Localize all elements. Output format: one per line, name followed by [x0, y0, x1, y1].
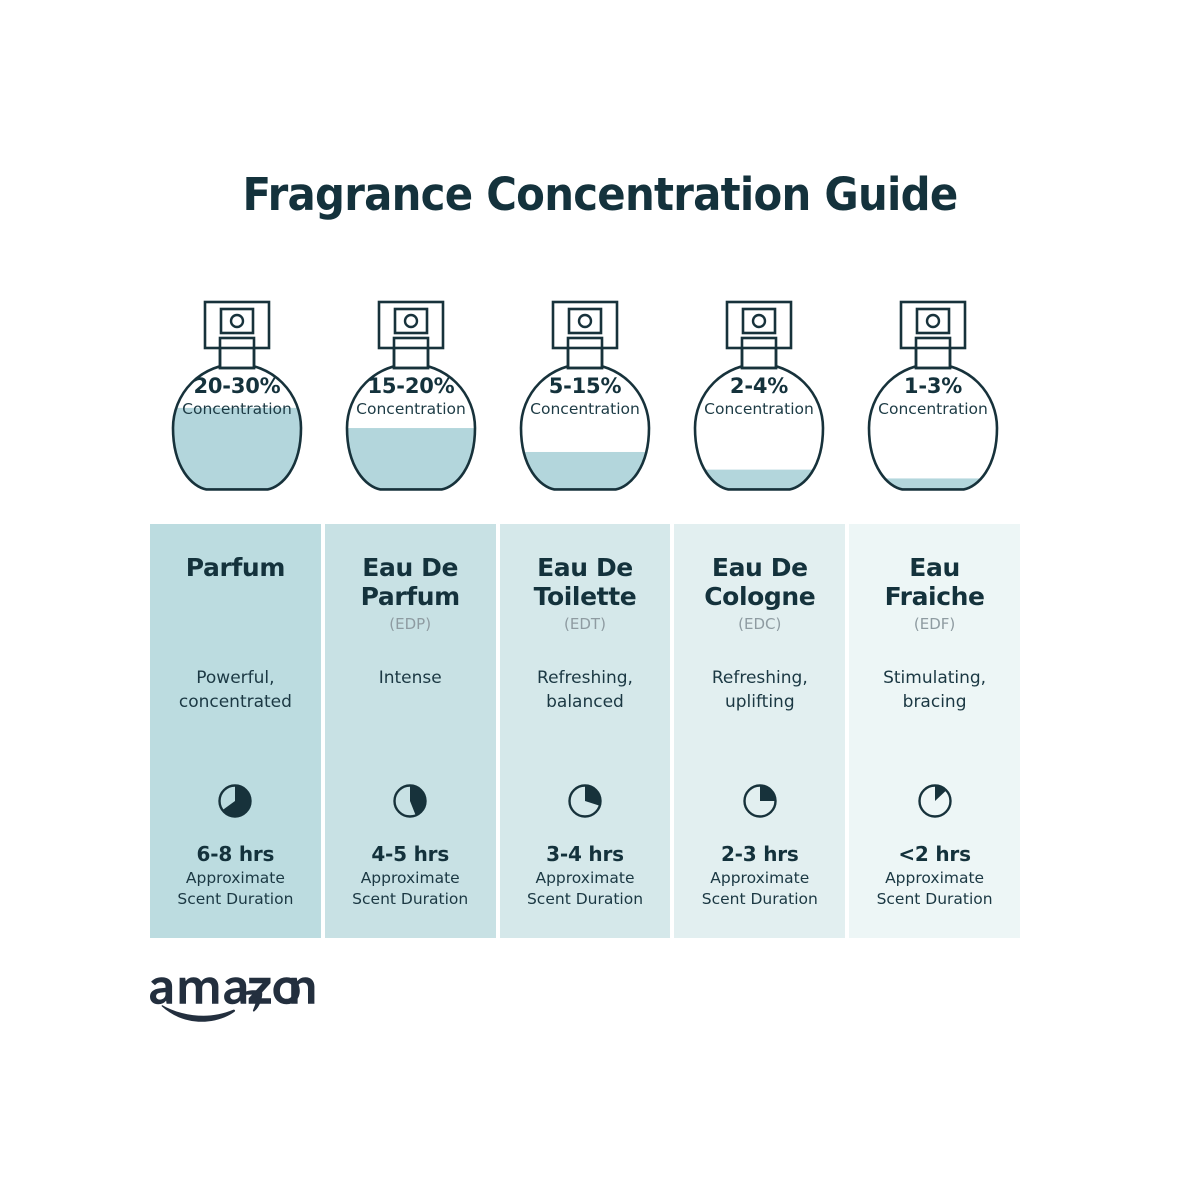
duration-value: 3-4 hrs [546, 842, 624, 866]
clock-elapsed-wedge [934, 785, 946, 801]
bottle-nozzle-icon [229, 313, 245, 329]
bottle-neck-outline [218, 336, 256, 370]
bottle-nozzle-icon [925, 313, 941, 329]
bottle-row: 20-30% Concentration 15-20% Concentratio… [150, 288, 1020, 512]
bottle-body [519, 362, 651, 491]
fragrance-name: Eau De Parfum [360, 553, 461, 612]
bottle-cell: 1-3% Concentration [846, 288, 1020, 512]
bottle-illustration-3 [693, 300, 825, 491]
bottle-sprayer-button [915, 307, 951, 335]
clock-icon-2 [568, 784, 602, 818]
fragrance-description: Powerful, concentrated [178, 668, 292, 713]
duration-value: <2 hrs [898, 842, 971, 866]
bottle-body [345, 362, 477, 491]
bottle-body [693, 362, 825, 491]
fragrance-description: Stimulating, bracing [883, 668, 987, 713]
duration-clock [150, 782, 321, 820]
fragrance-name: Eau Fraiche [884, 553, 985, 612]
fragrance-panel-2[interactable]: Eau De Parfum (EDP) Intense 4-5 hrs Appro… [324, 524, 496, 938]
fragrance-name: Eau De Toilette [533, 553, 637, 612]
duration-value: 4-5 hrs [371, 842, 450, 866]
duration-block: 2-3 hrs Approximate Scent Duration [674, 842, 845, 909]
bottle-nozzle-icon [577, 313, 593, 329]
bottle-body [171, 362, 303, 491]
duration-label: Approximate Scent Duration [876, 869, 993, 908]
fragrance-abbreviation: (EDP) [389, 614, 432, 633]
bottle-nozzle-icon [751, 313, 767, 329]
duration-label: Approximate Scent Duration [526, 869, 644, 908]
duration-clock [325, 782, 496, 820]
bottle-illustration-1 [345, 300, 477, 491]
duration-block: 3-4 hrs Approximate Scent Duration [500, 842, 671, 909]
fragrance-panel-1[interactable]: Parfum (—) Powerful,concentrated 6-8 hrs… [150, 524, 321, 938]
clock-elapsed-wedge [584, 785, 601, 806]
clock-icon-4 [917, 784, 952, 818]
amazon-logo [150, 977, 315, 1022]
fragrance-description: Intense [378, 668, 442, 688]
bottle-illustration-0 [171, 300, 303, 491]
clock-icon-0 [218, 784, 253, 818]
bottle-liquid [347, 428, 475, 490]
bottle-illustration-4 [867, 300, 999, 491]
page-title: Fragrance Concentration Guide [242, 168, 958, 221]
bottle-cell: 2-4% Concentration [672, 288, 846, 512]
duration-clock [500, 782, 671, 820]
fragrance-description: Refreshing, balanced [537, 668, 633, 713]
duration-clock [674, 782, 845, 820]
bottle-liquid [695, 469, 823, 490]
fragrance-description: Refreshing, uplifting [711, 668, 808, 713]
duration-block: 6-8 hrs Approximate Scent Duration [150, 842, 321, 909]
fragrance-name: Parfum [185, 553, 286, 582]
fragrance-abbreviation: (EDT) [564, 614, 606, 633]
duration-label: Approximate Scent Duration [352, 869, 469, 908]
fragrance-abbreviation: (EDF) [913, 614, 956, 633]
bottle-body [867, 362, 999, 491]
duration-label: Approximate Scent Duration [701, 869, 818, 908]
duration-label: Approximate Scent Duration [177, 869, 294, 908]
bottle-liquid [521, 451, 649, 490]
bottle-neck-outline [914, 336, 952, 370]
fragrance-panel-5[interactable]: Eau Fraiche (EDF) Stimulating, bracing <2 … [849, 524, 1020, 938]
duration-block: <2 hrs Approximate Scent Duration [849, 842, 1020, 909]
bottle-cell: 5-15% Concentration [498, 288, 672, 512]
clock-elapsed-wedge [222, 785, 251, 817]
bottle-liquid [173, 407, 301, 490]
bottle-neck-outline [740, 336, 778, 370]
duration-clock [849, 782, 1020, 820]
bottle-cell: 15-20% Concentration [324, 288, 498, 512]
bottle-neck-outline [392, 336, 430, 370]
bottle-cell: 20-30% Concentration [150, 288, 324, 512]
duration-value: 6-8 hrs [196, 842, 275, 866]
duration-value: 2-3 hrs [720, 842, 799, 866]
bottle-neck-outline [566, 336, 604, 370]
duration-block: 4-5 hrs Approximate Scent Duration [325, 842, 496, 909]
fragrance-panel-4[interactable]: Eau De Cologne (EDC) Refreshing, uplifting… [674, 524, 846, 938]
bottle-nozzle-icon [403, 313, 419, 329]
bottle-liquid [869, 478, 997, 490]
fragrance-name: Eau De Cologne [704, 553, 816, 612]
clock-elapsed-wedge [759, 785, 776, 801]
bottle-illustration-2 [519, 300, 651, 491]
fragrance-panel-3[interactable]: Eau De Toilette (EDT) Refreshing, balanced… [499, 524, 671, 938]
clock-icon-3 [743, 784, 777, 818]
clock-elapsed-wedge [410, 785, 426, 816]
fragrance-panel-row: Parfum (—) Powerful,concentrated 6-8 hrs… [150, 524, 1020, 938]
fragrance-abbreviation: (EDC) [738, 614, 782, 633]
clock-icon-1 [393, 784, 427, 818]
